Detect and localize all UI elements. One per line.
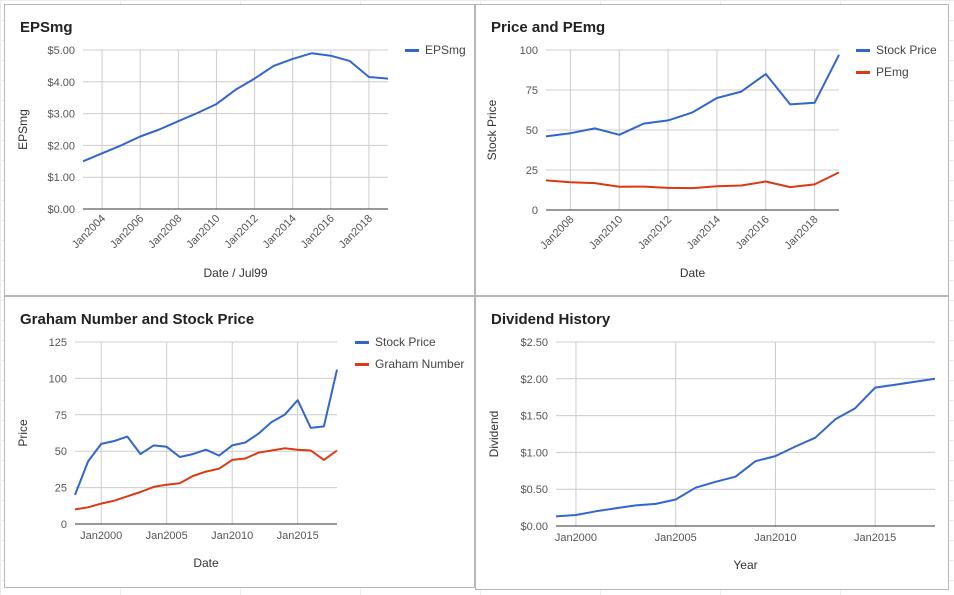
y-tick-label: 0 [532,205,538,217]
y-tick-label: $2.00 [47,140,75,152]
legend-swatch [355,341,369,344]
eps-chart: EPSmg $0.00 $1.00 $2.00 $3.00 $4.00 $5.00 Jan2… [16,19,466,280]
y-tick-label: $4.00 [47,77,75,89]
series-line [545,54,840,138]
x-tick-label: Jan2014 [260,213,298,251]
y-tick-label: $0.50 [520,484,548,496]
x-tick-label: Jan2018 [782,214,820,252]
y-tick-label: $3.00 [47,109,75,121]
x-tick-label: Jan2000 [80,530,122,542]
price-pe-chart: Price and PEmg 0 25 50 75 100 Jan2008 Jan2010 J… [485,19,937,280]
y-tick-label: $1.00 [47,172,75,184]
y-tick-label: $2.00 [520,374,548,386]
eps-chart-panel: EPSmg $0.00 $1.00 $2.00 $3.00 $4.00 $5.00 Jan2… [4,4,475,296]
y-tick-label: 50 [55,446,67,458]
x-axis-title: Date [680,266,706,280]
x-tick-label: Jan2014 [685,214,723,252]
y-axis-title: Stock Price [485,99,499,160]
x-tick-label: Jan2016 [299,213,337,251]
x-tick-label: Jan2008 [146,213,184,251]
legend-label: PEmg [876,65,909,79]
legend-swatch [355,363,369,366]
x-tick-label: Jan2000 [555,532,597,544]
price-pe-chart-panel: Price and PEmg 0 25 50 75 100 Jan2008 Jan2010 J… [475,4,949,296]
y-tick-label: 25 [526,165,538,177]
y-tick-label: 125 [49,337,67,349]
y-tick-label: $1.50 [520,411,548,423]
y-tick-label: $2.50 [520,337,548,349]
y-tick-label: 50 [526,125,538,137]
x-tick-label: Jan2008 [538,214,576,252]
graham-chart: Graham Number and Stock Price 0 25 50 75 100… [16,311,464,570]
y-tick-label: 75 [526,85,538,97]
x-tick-label: Jan2010 [587,214,625,252]
x-tick-label: Jan2010 [211,530,253,542]
legend-label: Stock Price [375,335,436,349]
y-tick-label: $1.00 [520,447,548,459]
x-tick-label: Jan2015 [277,530,319,542]
x-tick-label: Jan2006 [108,213,146,251]
x-tick-label: Jan2010 [184,213,222,251]
y-tick-label: $0.00 [47,204,75,216]
legend-label: Graham Number [375,357,464,371]
x-tick-label: Jan2010 [754,532,796,544]
x-tick-label: Jan2012 [636,214,674,252]
x-tick-label: Jan2004 [70,213,108,251]
legend-swatch [856,71,870,74]
dividend-chart-panel: Dividend History $0.00 $0.50 $1.00 $1.50 $2.… [475,296,949,590]
y-tick-label: 100 [520,45,538,57]
graham-chart-panel: Graham Number and Stock Price 0 25 50 75 100… [4,296,475,588]
series-line [555,377,936,518]
chart-title: Graham Number and Stock Price [20,311,254,328]
x-tick-label: Jan2005 [146,530,188,542]
chart-title: EPSmg [20,19,73,36]
y-axis-title: EPSmg [16,109,30,150]
x-tick-label: Jan2015 [854,532,896,544]
legend-label: EPSmg [425,43,466,57]
y-tick-label: 75 [55,410,67,422]
y-tick-label: 0 [61,519,67,531]
x-tick-label: Jan2018 [337,213,375,251]
dividend-chart: Dividend History $0.00 $0.50 $1.00 $1.50 $2.… [487,311,936,572]
y-tick-label: 100 [49,373,67,385]
x-tick-label: Jan2016 [734,214,772,252]
x-axis-title: Date / Jul99 [203,266,267,280]
x-tick-label: Jan2012 [222,213,260,251]
chart-title: Dividend History [491,311,611,328]
y-axis-title: Dividend [487,411,501,458]
x-axis-title: Year [733,558,757,572]
y-tick-label: 25 [55,483,67,495]
series-line [545,171,840,190]
legend-swatch [405,49,419,52]
legend-label: Stock Price [876,43,937,57]
legend-swatch [856,49,870,52]
y-axis-title: Price [16,419,30,447]
x-axis-title: Date [193,556,219,570]
x-tick-label: Jan2005 [655,532,697,544]
y-tick-label: $5.00 [47,45,75,57]
y-tick-label: $0.00 [520,521,548,533]
chart-title: Price and PEmg [491,19,605,36]
